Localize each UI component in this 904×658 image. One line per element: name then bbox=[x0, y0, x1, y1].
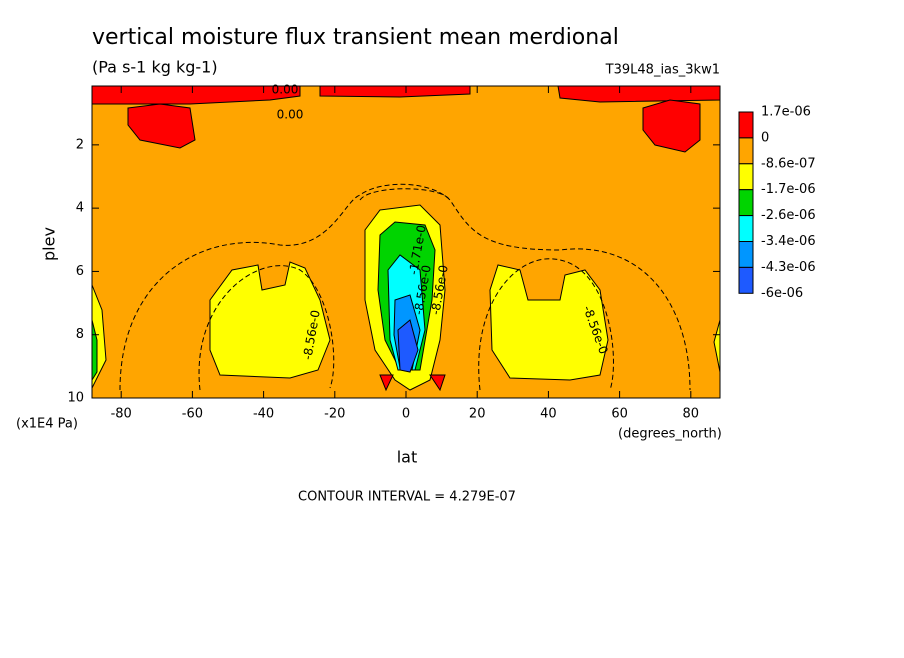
x-tick-label: 0 bbox=[402, 407, 410, 422]
colorbar-label: -3.4e-06 bbox=[761, 234, 816, 249]
contour-label: 0.00 bbox=[277, 108, 304, 122]
run-label: T39L48_ias_3kw1 bbox=[605, 63, 720, 78]
x-tick-label: 40 bbox=[540, 407, 557, 422]
chart-subtitle: (Pa s-1 kg kg-1) bbox=[92, 58, 218, 77]
x-tick-label: 60 bbox=[611, 407, 628, 422]
chart-title: vertical moisture flux transient mean me… bbox=[92, 25, 619, 50]
contour-region bbox=[127, 103, 196, 149]
colorbar-box bbox=[738, 189, 754, 217]
y-tick-label: 6 bbox=[76, 264, 84, 279]
y-tick-label: 2 bbox=[76, 137, 84, 152]
y-tick-label: 10 bbox=[67, 391, 84, 406]
footer: CONTOUR INTERVAL = 4.279E-07 bbox=[298, 490, 516, 505]
y-axis-label: plev bbox=[40, 227, 59, 261]
contour-line bbox=[478, 258, 614, 391]
colorbar-box bbox=[738, 241, 754, 268]
colorbar-label: 1.7e-06 bbox=[761, 105, 811, 120]
colorbar-label: -1.7e-06 bbox=[761, 182, 816, 197]
colorbar-label: -8.6e-07 bbox=[761, 156, 816, 171]
y-tick-label: 8 bbox=[76, 327, 84, 342]
x-tick-label: -60 bbox=[182, 407, 203, 422]
colorbar-box bbox=[738, 163, 754, 191]
colorbar-box bbox=[738, 266, 754, 294]
colorbar-label: -2.6e-06 bbox=[761, 208, 816, 223]
colorbar-label: -6e-06 bbox=[761, 286, 803, 301]
x-tick-label: -80 bbox=[111, 407, 132, 422]
colorbar-label: -4.3e-06 bbox=[761, 260, 816, 275]
contour-region bbox=[489, 264, 609, 381]
contour-region bbox=[209, 261, 331, 379]
colorbar-box bbox=[738, 137, 754, 165]
contour-region bbox=[379, 374, 394, 392]
contour-region bbox=[642, 99, 701, 153]
contour-line bbox=[359, 188, 451, 201]
colorbar-box bbox=[738, 215, 754, 243]
contour-region bbox=[319, 85, 471, 98]
x-tick-label: 20 bbox=[469, 407, 486, 422]
colorbar-box bbox=[738, 111, 754, 139]
x-axis-label: lat bbox=[397, 448, 418, 467]
contour-region bbox=[557, 85, 721, 103]
x-tick-label: -40 bbox=[253, 407, 274, 422]
x-units: (degrees_north) bbox=[618, 427, 722, 442]
x-tick-label: 80 bbox=[683, 407, 700, 422]
y-tick-label: 4 bbox=[76, 201, 84, 216]
y-units: (x1E4 Pa) bbox=[16, 417, 78, 432]
contour-region bbox=[397, 319, 419, 373]
contour-label: 0.00 bbox=[272, 83, 299, 97]
contour-line bbox=[119, 183, 691, 391]
contour-region bbox=[429, 374, 446, 392]
x-tick-label: -20 bbox=[324, 407, 345, 422]
colorbar-label: 0 bbox=[761, 130, 769, 145]
contour-line bbox=[198, 265, 335, 391]
